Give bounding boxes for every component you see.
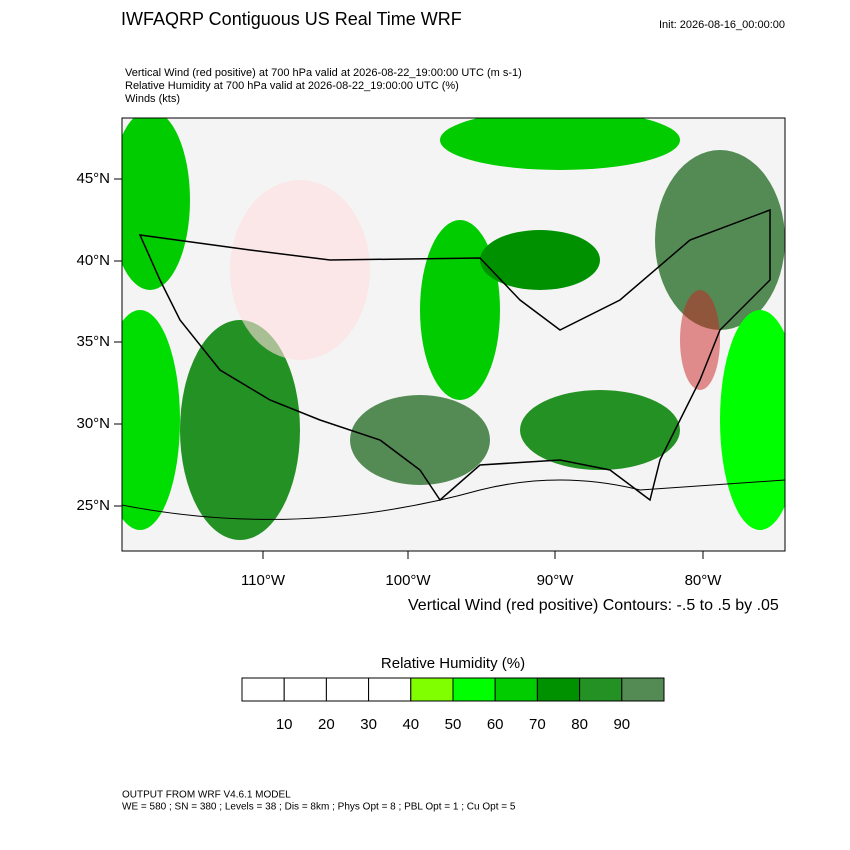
title: IWFAQRP Contiguous US Real Time WRF	[121, 9, 462, 29]
lat-label: 30°N	[76, 415, 110, 432]
colorbar-label: 50	[445, 716, 462, 733]
colorbar-box	[621, 677, 665, 702]
map-field	[122, 118, 785, 551]
colorbar-label: 60	[487, 716, 504, 733]
init-time: Init: 2026-08-16_00:00:00	[659, 19, 785, 31]
colorbar-box	[536, 677, 581, 702]
colorbar-box	[325, 677, 370, 702]
colorbar-box	[579, 677, 623, 702]
footer-line: OUTPUT FROM WRF V4.6.1 MODEL	[122, 790, 291, 801]
lon-label: 80°W	[685, 572, 723, 589]
colorbar-label: 80	[571, 716, 588, 733]
lon-label: 90°W	[537, 572, 575, 589]
colorbar-box	[283, 677, 327, 702]
colorbar-label: 30	[360, 716, 377, 733]
contour-note: Vertical Wind (red positive) Contours: -…	[408, 597, 779, 614]
colorbar-label: 70	[529, 716, 546, 733]
lon-label: 110°W	[241, 572, 286, 589]
map-frame	[121, 117, 786, 552]
colorbar-box	[452, 677, 496, 702]
colorbar-box	[494, 677, 538, 702]
field-line: Relative Humidity at 700 hPa valid at 20…	[125, 80, 459, 92]
field-line: Winds (kts)	[125, 93, 180, 105]
footer-line: WE = 580 ; SN = 380 ; Levels = 38 ; Dis …	[122, 802, 516, 813]
field-line: Vertical Wind (red positive) at 700 hPa …	[125, 67, 522, 79]
lat-label: 35°N	[76, 333, 110, 350]
colorbar-box	[368, 677, 412, 702]
colorbar-title: Relative Humidity (%)	[381, 655, 525, 672]
colorbar-box	[410, 677, 454, 702]
colorbar-label: 90	[613, 716, 630, 733]
colorbar-box	[241, 677, 285, 702]
colorbar-label: 40	[402, 716, 419, 733]
lat-label: 40°N	[76, 252, 110, 269]
lat-label: 45°N	[76, 170, 110, 187]
colorbar-label: 10	[276, 716, 293, 733]
colorbar-label: 20	[318, 716, 335, 733]
lat-label: 25°N	[76, 497, 110, 514]
lon-label: 100°W	[385, 572, 431, 589]
